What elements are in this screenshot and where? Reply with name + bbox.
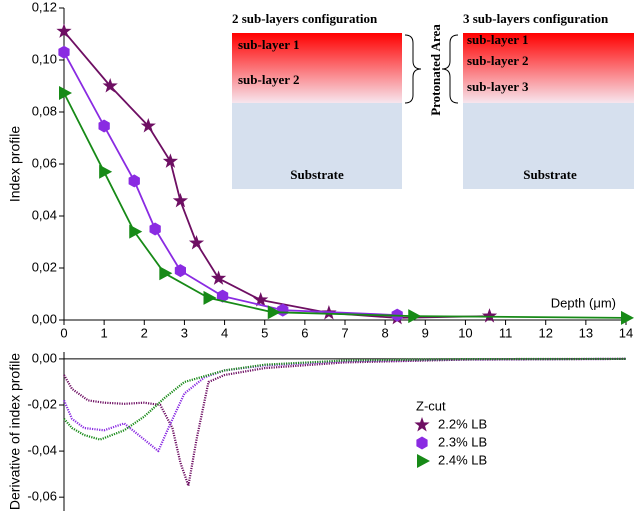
y-tick-label: 0,06	[32, 155, 57, 170]
y-tick-label: -0,06	[27, 489, 57, 504]
bracket	[441, 34, 459, 104]
y-tick-label: 0,12	[32, 0, 57, 14]
data-point	[98, 119, 110, 133]
x-tick-label: 11	[499, 325, 513, 340]
layer-label: sub-layer 3	[467, 79, 529, 94]
legend-label: 2.4% LB	[438, 452, 487, 467]
layer-label: sub-layer 2	[238, 72, 300, 87]
x-axis-label: Depth (μm)	[551, 295, 616, 310]
data-point	[102, 78, 118, 93]
y-tick-label: 0,02	[32, 259, 57, 274]
x-tick-label: 13	[579, 325, 593, 340]
data-point	[58, 45, 70, 59]
data-point	[481, 308, 498, 323]
data-point	[253, 292, 269, 307]
inset-title: 3 sub-layers configuration	[463, 11, 609, 26]
data-point	[172, 192, 188, 208]
x-tick-label: 9	[422, 325, 429, 340]
layer-label: sub-layer 1	[467, 32, 529, 47]
y-axis-label: Index profile	[7, 126, 23, 202]
x-tick-label: 12	[538, 325, 552, 340]
data-point	[188, 235, 205, 250]
bracket	[404, 34, 422, 104]
substrate-label: Substrate	[290, 167, 344, 182]
x-tick-label: 0	[60, 325, 67, 340]
legend-title: Z-cut	[416, 398, 446, 413]
x-tick-label: 2	[141, 325, 148, 340]
data-point	[216, 289, 229, 303]
data-point	[129, 224, 143, 239]
inset: 2 sub-layers configuration sub-layer 1 s…	[232, 11, 634, 189]
series-line	[63, 357, 627, 487]
data-point	[140, 118, 156, 133]
x-tick-label: 8	[382, 325, 389, 340]
series-line	[62, 357, 627, 453]
data-point	[56, 23, 72, 38]
x-tick-label: 4	[221, 325, 228, 340]
layer-label: sub-layer 2	[467, 53, 529, 68]
x-tick-label: 5	[261, 325, 268, 340]
data-point	[408, 309, 422, 324]
x-tick-label: 7	[341, 325, 348, 340]
y-tick-label: 0,08	[32, 103, 57, 118]
y-tick-label: 0,00	[32, 311, 57, 326]
y-tick-label: 0,04	[32, 207, 57, 222]
y-tick-label: 0,10	[32, 51, 57, 66]
legend-marker	[417, 454, 430, 468]
substrate-label: Substrate	[523, 167, 577, 182]
y-tick-label: 0,00	[32, 350, 57, 365]
inset-title: 2 sub-layers configuration	[232, 11, 378, 26]
layer-box	[463, 33, 634, 103]
data-point	[149, 222, 161, 236]
legend-marker	[414, 417, 430, 432]
data-point	[99, 164, 113, 179]
legend-label: 2.2% LB	[438, 416, 487, 431]
protonated-label: Protonated Area	[428, 24, 443, 116]
y-tick-label: -0,02	[27, 396, 57, 411]
data-point	[203, 290, 217, 305]
data-point	[267, 305, 281, 320]
data-point	[621, 310, 634, 325]
substrate-box	[463, 103, 634, 189]
legend-marker	[416, 436, 428, 450]
data-point	[128, 174, 140, 188]
x-tick-label: 10	[458, 325, 472, 340]
series-line	[63, 51, 398, 316]
series-line	[63, 92, 627, 319]
x-tick-label: 1	[101, 325, 108, 340]
x-tick-label: 6	[301, 325, 308, 340]
y-tick-label: -0,04	[27, 443, 57, 458]
data-point	[174, 264, 186, 278]
series-line	[63, 357, 627, 441]
data-point	[162, 153, 178, 168]
layer-box	[232, 33, 402, 103]
data-point	[159, 266, 173, 281]
x-tick-label: 3	[181, 325, 188, 340]
data-point	[210, 270, 227, 285]
y-axis-label: Derivative of index profile	[7, 353, 23, 510]
data-point	[59, 86, 72, 101]
layer-label: sub-layer 1	[238, 37, 300, 52]
legend-label: 2.3% LB	[438, 434, 487, 449]
x-tick-label: 14	[619, 325, 633, 340]
substrate-box	[232, 103, 402, 189]
